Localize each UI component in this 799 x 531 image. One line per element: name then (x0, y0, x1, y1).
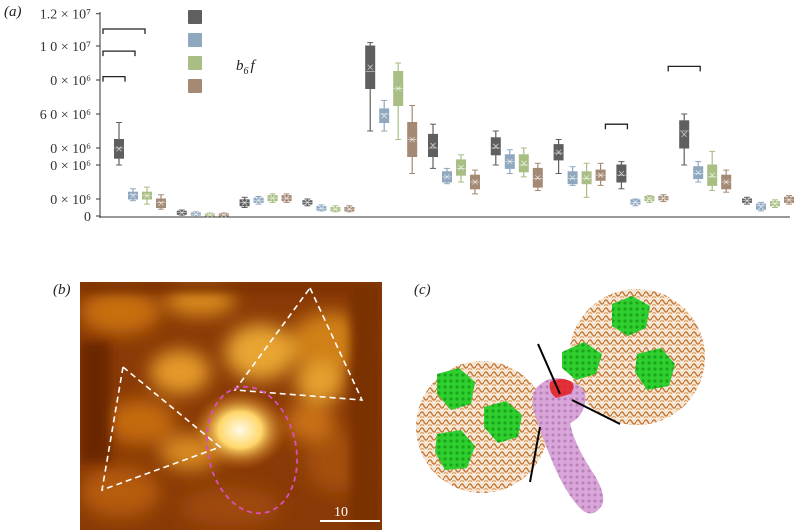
trimer-left-core-2 (484, 401, 522, 443)
box-mean-marker (283, 195, 290, 201)
y-tick-labels: 0 0 × 10⁶ 0 × 10⁶ 0 × 10⁶ 6 0 × 10⁶ 0 × 10⁶ 1 … (40, 8, 100, 225)
box-mean-marker (444, 174, 450, 180)
box-mean-marker (660, 195, 667, 201)
box-mean-marker (681, 131, 687, 138)
box-mean-marker (179, 209, 185, 216)
legend-label-b6f: b6 f (236, 58, 257, 77)
significance-bracket (102, 28, 146, 34)
box-mean-marker (583, 174, 590, 181)
box-mean-marker (207, 211, 213, 218)
box-mean-marker (555, 149, 562, 156)
box-mean-marker (521, 160, 527, 167)
box-mean-marker (723, 179, 729, 185)
box-mean-marker (744, 197, 750, 204)
trimer-left-core-3 (435, 430, 475, 470)
box-mean-marker (786, 197, 792, 203)
box-mean-marker (367, 64, 373, 71)
box-mean-marker (116, 146, 122, 152)
y-tick-label: 0 × 10⁶ (50, 159, 91, 174)
box-mean-marker (158, 200, 164, 207)
y-tick-label: 0 × 10⁶ (50, 74, 91, 89)
triangle-outline-left (100, 365, 222, 492)
y-tick-label: 0 (84, 210, 91, 225)
boundary-line-3 (529, 426, 541, 483)
boundary-line-2 (571, 399, 621, 425)
panel-label-c: (c) (414, 282, 431, 298)
trimer-left (416, 361, 548, 493)
significance-bracket (667, 65, 701, 72)
legend-swatch-2 (188, 33, 202, 47)
trimer-right-core-3 (635, 348, 675, 390)
box-mean-marker (458, 164, 464, 171)
legend: b6 f (188, 10, 257, 93)
box-mean-marker (241, 200, 248, 206)
box-mean-marker (507, 158, 513, 165)
box-mean-marker (472, 179, 478, 185)
molecular-structure-model (416, 289, 705, 514)
trimer-left-antenna (416, 361, 548, 493)
box-mean-marker (304, 199, 311, 206)
legend-swatch-3 (188, 56, 202, 70)
box-mean-marker (332, 206, 339, 212)
legend-swatch-4 (188, 79, 202, 93)
trimer-left-core-1 (437, 368, 475, 410)
box-mean-marker (221, 211, 227, 218)
y-tick-label: 0 × 10⁶ (50, 193, 91, 208)
significance-bracket (102, 50, 136, 57)
box-mean-marker (346, 206, 353, 212)
legend-swatch-1 (188, 10, 202, 24)
box-plot-chart: 0 0 × 10⁶ 0 × 10⁶ 0 × 10⁶ 6 0 × 10⁶ 0 × 10⁶ 1 … (40, 8, 794, 225)
boundary-line-1 (537, 343, 561, 395)
box-mean-marker (695, 169, 701, 176)
ellipse-outline (206, 385, 298, 515)
scale-bar-label: 10 (334, 505, 348, 520)
afm-height-image: 10 (80, 282, 382, 530)
box-mean-marker (772, 200, 778, 207)
significance-bracket (604, 123, 629, 130)
box-mean-marker (493, 143, 499, 150)
y-tick-label: 1 0 × 10⁷ (40, 40, 91, 55)
y-axis (99, 12, 790, 218)
panel-label-b: (b) (53, 282, 71, 298)
triangle-outline-right (233, 286, 364, 401)
b6f-pink-surface (532, 378, 604, 514)
significance-brackets (102, 28, 701, 130)
trimer-right-core-1 (612, 296, 650, 336)
box-mean-marker (646, 195, 653, 202)
significance-bracket (102, 75, 126, 82)
box-mean-marker (758, 203, 764, 210)
box-mean-marker (409, 136, 415, 143)
box-mean-marker (269, 195, 276, 201)
box-mean-marker (535, 174, 541, 181)
box-mean-marker (381, 112, 387, 119)
box-mean-marker (569, 174, 576, 181)
box-mean-marker (430, 142, 436, 149)
box-mean-marker (255, 197, 262, 204)
afm-image-svg: 10 (80, 282, 382, 530)
afm-bright-peak (192, 390, 288, 470)
trimer-right (562, 289, 705, 425)
box-mean-marker (597, 172, 604, 178)
box-mean-marker (618, 170, 625, 177)
box-mean-marker (632, 199, 639, 205)
boxes (114, 42, 794, 218)
box-mean-marker (130, 192, 136, 199)
panel-label-a: (a) (4, 4, 22, 20)
box-mean-marker (193, 211, 199, 217)
box-mean-marker (144, 192, 150, 199)
trimer-right-core-2 (562, 342, 602, 380)
box-mean-marker (395, 85, 401, 92)
y-tick-label: 0 × 10⁶ (50, 142, 91, 157)
y-tick-label: 1.2 × 10⁷ (40, 8, 91, 23)
box-mean-marker (318, 205, 325, 212)
y-tick-label: 6 0 × 10⁶ (40, 108, 91, 123)
box-mean-marker (709, 172, 715, 178)
